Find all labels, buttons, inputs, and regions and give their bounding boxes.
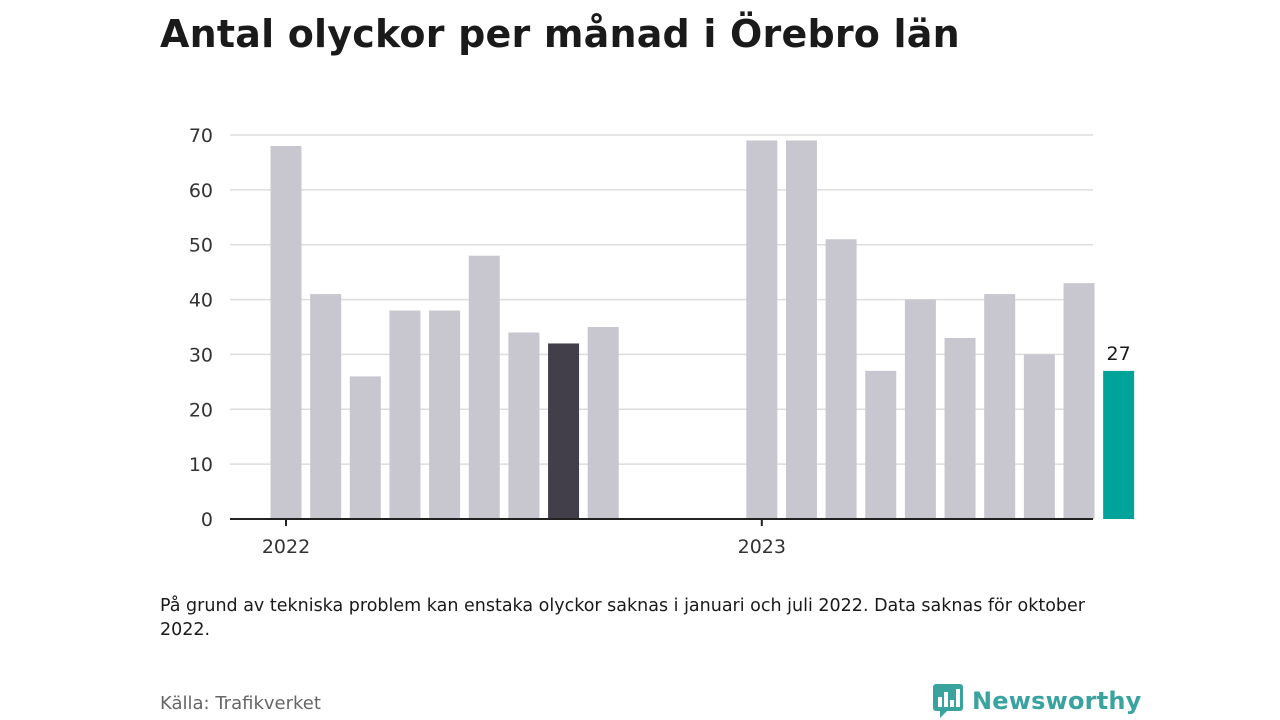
bar-2022-04 [389,310,421,519]
y-tick-label: 70 [189,125,213,147]
bar-2023-07 [984,294,1016,519]
bar-2022-09 [587,327,619,519]
bar-2023-10 [1103,370,1135,519]
x-tick-label: 2023 [738,536,786,558]
bar-2023-05 [904,299,936,519]
x-tick-label: 2022 [262,536,310,558]
newsworthy-logo-icon [933,684,963,718]
bar-2022-08 [548,343,580,519]
bar-2022-07 [508,332,540,519]
bar-2023-02 [785,140,817,519]
bar-2023-04 [865,370,897,519]
y-tick-label: 60 [189,180,213,202]
brand[interactable]: Newsworthy [932,683,1142,719]
y-tick-label: 30 [189,344,213,366]
bar-chart: 0 10 20 30 40 50 60 70 2022 2023 27 [189,125,1135,558]
bar-2022-05 [429,310,461,519]
bar-2023-09 [1063,283,1095,519]
bar-2022-06 [468,255,500,519]
y-tick-label: 40 [189,290,213,312]
y-tick-label: 20 [189,399,213,421]
source-text: Källa: Trafikverket [160,693,321,714]
bar-2023-03 [825,239,857,519]
chart-note: På grund av tekniska problem kan enstaka… [160,596,1085,640]
bar-2022-01 [270,145,302,519]
y-tick-label: 50 [189,235,213,257]
bar-2023-01 [746,140,778,519]
bar-2022-03 [349,376,381,519]
bar-2022-02 [310,294,342,519]
chart-title: Antal olyckor per månad i Örebro län [160,12,960,56]
bar-2023-08 [1023,354,1055,519]
data-label: 27 [1107,343,1131,365]
y-tick-label: 10 [189,454,213,476]
y-tick-label: 0 [201,509,213,531]
brand-name: Newsworthy [972,687,1142,715]
bar-2023-06 [944,337,976,519]
